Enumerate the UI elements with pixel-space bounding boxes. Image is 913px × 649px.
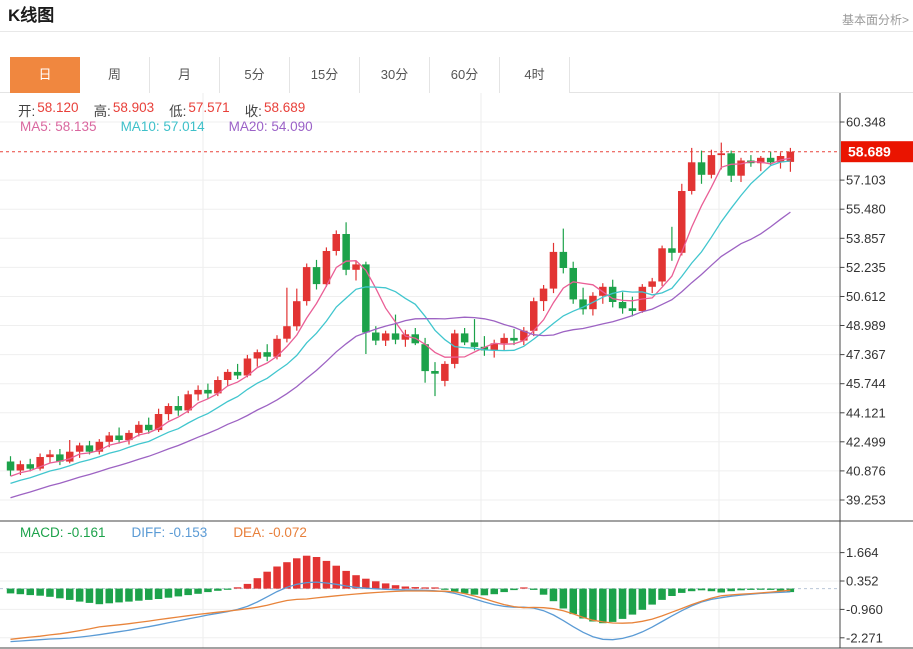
dea-value-legend: DEA: -0.072: [233, 525, 307, 540]
macd-histogram: [6, 555, 795, 624]
tab-30min[interactable]: 30分: [360, 57, 430, 93]
ma20-line: [10, 211, 791, 499]
svg-text:60.348: 60.348: [846, 115, 886, 130]
panel-borders: [0, 93, 913, 649]
low-label: 低:: [169, 104, 187, 119]
diff-line: [10, 581, 791, 643]
dea-line: [10, 589, 791, 640]
page-header: K线图 基本面分析>: [0, 0, 913, 32]
period-tabs: 日 周 月 5分 15分 30分 60分 4时: [0, 57, 913, 93]
ohlc-close: 收: 58.689: [245, 100, 306, 120]
price-axis-labels: 60.348 57.103 55.480 53.857 52.235 50.612 48.9…: [840, 115, 886, 645]
svg-text:-0.960: -0.960: [846, 602, 883, 617]
svg-text:45.744: 45.744: [846, 376, 886, 391]
high-value: 58.903: [112, 100, 155, 115]
high-label: 高:: [93, 104, 111, 119]
ma5-legend: MA5: 58.135: [20, 119, 97, 134]
tab-60min[interactable]: 60分: [430, 57, 500, 93]
tab-5min[interactable]: 5分: [220, 57, 290, 93]
svg-text:44.121: 44.121: [846, 405, 886, 420]
svg-text:55.480: 55.480: [846, 202, 886, 217]
candles: [6, 142, 795, 476]
ma10-line: [10, 160, 791, 485]
tab-week[interactable]: 周: [80, 57, 150, 93]
svg-text:50.612: 50.612: [846, 289, 886, 304]
svg-text:1.664: 1.664: [846, 545, 879, 560]
svg-text:52.235: 52.235: [846, 260, 886, 275]
svg-text:40.876: 40.876: [846, 463, 886, 478]
svg-text:58.689: 58.689: [848, 144, 891, 160]
svg-text:-2.271: -2.271: [846, 630, 883, 645]
svg-text:0.352: 0.352: [846, 574, 879, 589]
macd-value-legend: MACD: -0.161: [20, 525, 106, 540]
grid-lines: [0, 93, 840, 648]
close-value: 58.689: [263, 100, 306, 115]
low-value: 57.571: [188, 100, 230, 115]
close-label: 收:: [244, 104, 262, 119]
svg-text:53.857: 53.857: [846, 231, 886, 246]
ma-legend: MA5: 58.135 MA10: 57.014 MA20: 54.090: [20, 119, 313, 134]
last-price-tag: 58.689: [841, 141, 913, 163]
ohlc-low: 低: 57.571: [169, 100, 230, 120]
ohlc-info: 开: 58.120 高: 58.903 低: 57.571 收: 58.689: [18, 100, 305, 120]
open-label: 开:: [18, 104, 36, 119]
open-value: 58.120: [37, 100, 79, 115]
tab-15min[interactable]: 15分: [290, 57, 360, 93]
svg-text:57.103: 57.103: [846, 173, 886, 188]
diff-value-legend: DIFF: -0.153: [131, 525, 208, 540]
page-title: K线图: [8, 6, 55, 25]
svg-text:47.367: 47.367: [846, 347, 886, 362]
ohlc-open: 开: 58.120: [18, 100, 79, 120]
ohlc-high: 高: 58.903: [94, 100, 155, 120]
tab-day[interactable]: 日: [10, 57, 80, 93]
tab-month[interactable]: 月: [150, 57, 220, 93]
tab-4hour[interactable]: 4时: [500, 57, 570, 93]
ma20-legend: MA20: 54.090: [228, 119, 313, 134]
fundamental-analysis-link[interactable]: 基本面分析>: [841, 13, 909, 27]
ma5-line: [10, 157, 791, 477]
svg-text:39.253: 39.253: [846, 493, 886, 508]
ma10-legend: MA10: 57.014: [120, 119, 205, 134]
svg-text:42.499: 42.499: [846, 434, 886, 449]
svg-text:48.989: 48.989: [846, 318, 886, 333]
macd-legend: MACD: -0.161 DIFF: -0.153 DEA: -0.072: [20, 525, 307, 540]
